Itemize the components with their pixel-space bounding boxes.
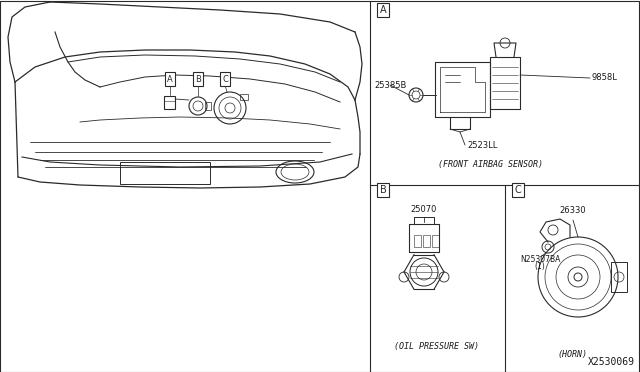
Bar: [120, 162, 210, 184]
Text: (1): (1): [534, 262, 545, 270]
Bar: [414, 235, 421, 247]
Text: (OIL PRESSURE SW): (OIL PRESSURE SW): [394, 343, 479, 352]
Text: 9858L: 9858L: [592, 74, 618, 83]
Text: B: B: [195, 74, 201, 83]
Bar: [611, 262, 627, 292]
Text: 25385B: 25385B: [374, 80, 406, 90]
Text: 25070: 25070: [411, 205, 437, 214]
Text: (HORN): (HORN): [557, 350, 587, 359]
Bar: [205, 102, 211, 110]
Bar: [432, 235, 439, 247]
Text: 2523LL: 2523LL: [467, 141, 497, 150]
Text: A: A: [380, 5, 387, 15]
Text: N25307BA: N25307BA: [520, 254, 560, 263]
Text: 26330: 26330: [560, 206, 586, 215]
Text: C: C: [222, 74, 228, 83]
Text: C: C: [515, 185, 522, 195]
Text: B: B: [380, 185, 387, 195]
Text: (FRONT AIRBAG SENSOR): (FRONT AIRBAG SENSOR): [438, 160, 543, 170]
Text: A: A: [167, 74, 173, 83]
Text: X2530069: X2530069: [588, 357, 635, 367]
Bar: [164, 96, 175, 109]
Bar: [423, 235, 430, 247]
Bar: [240, 94, 248, 100]
